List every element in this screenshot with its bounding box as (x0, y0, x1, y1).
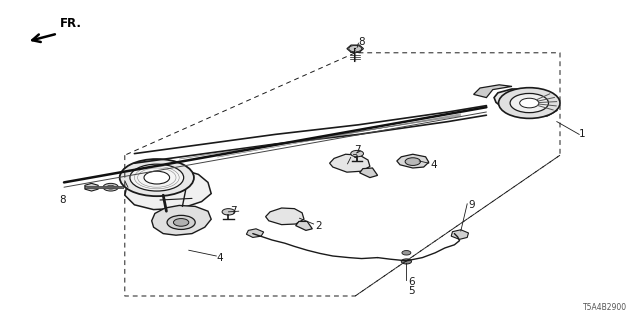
Circle shape (120, 159, 194, 196)
Text: 5: 5 (408, 286, 415, 296)
Circle shape (144, 171, 170, 184)
Polygon shape (397, 154, 429, 168)
Text: 2: 2 (315, 220, 321, 231)
Text: 8: 8 (358, 36, 365, 47)
Polygon shape (246, 229, 264, 237)
Circle shape (510, 93, 548, 113)
Circle shape (103, 183, 118, 191)
Polygon shape (152, 205, 211, 235)
Polygon shape (85, 183, 98, 191)
Text: T5A4B2900: T5A4B2900 (583, 303, 627, 312)
Text: 1: 1 (579, 129, 586, 140)
Polygon shape (360, 168, 378, 178)
Text: 4: 4 (216, 252, 223, 263)
Circle shape (405, 158, 420, 165)
Polygon shape (125, 170, 211, 210)
Circle shape (173, 219, 189, 226)
Polygon shape (494, 89, 557, 117)
Circle shape (222, 209, 235, 215)
Circle shape (349, 45, 362, 52)
Text: FR.: FR. (60, 17, 82, 30)
Polygon shape (474, 85, 512, 98)
Text: 8: 8 (60, 195, 66, 205)
Text: 7: 7 (354, 145, 360, 156)
Polygon shape (347, 45, 364, 52)
Circle shape (130, 164, 184, 191)
Text: 4: 4 (430, 160, 436, 170)
Polygon shape (296, 221, 312, 230)
Circle shape (520, 98, 539, 108)
Polygon shape (330, 154, 370, 172)
Circle shape (107, 185, 115, 189)
Text: 6: 6 (408, 277, 415, 287)
Polygon shape (451, 230, 468, 239)
Circle shape (402, 251, 411, 255)
Polygon shape (266, 208, 304, 225)
Circle shape (351, 150, 364, 157)
Text: 3: 3 (351, 154, 357, 164)
Circle shape (167, 215, 195, 229)
Circle shape (401, 259, 412, 264)
Text: 7: 7 (230, 206, 237, 216)
Text: 9: 9 (468, 200, 475, 211)
Circle shape (499, 88, 560, 118)
